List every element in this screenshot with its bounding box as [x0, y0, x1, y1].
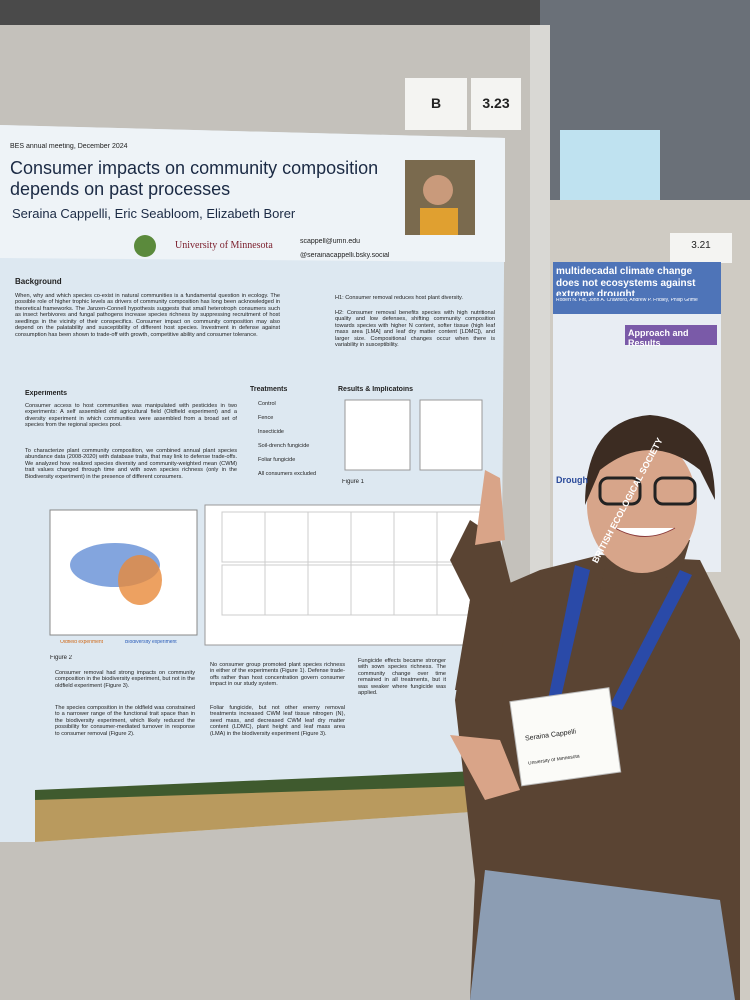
meeting: BES annual meeting, December 2024 [10, 143, 128, 150]
poster-title: Consumer impacts on community compositio… [10, 158, 379, 199]
finding: The species composition in the oldfield … [55, 705, 195, 737]
figure-label: Figure 1 [342, 479, 365, 485]
label-card [471, 78, 521, 130]
badge [509, 687, 622, 787]
neighbor-heading: Approach and Results [628, 328, 689, 349]
heading: Background [15, 277, 62, 286]
treatment-item: All consumers excluded [258, 471, 317, 477]
poster [0, 125, 505, 842]
treatment-item: Fence [258, 415, 274, 421]
paragraph: To characterize plant community composit… [25, 448, 237, 480]
treeline [35, 770, 500, 800]
finding: Consumer removal had strong impacts on c… [55, 670, 195, 689]
window [560, 130, 660, 210]
board-label: 3.23 [482, 95, 510, 111]
university: University of Minnesota [175, 240, 273, 251]
paragraph: Consumer access to host communities was … [25, 403, 237, 429]
poster-header [0, 125, 505, 262]
treatment-item: Foliar fungicide [258, 457, 296, 463]
arm [450, 520, 515, 690]
label-card [670, 233, 732, 263]
heading: Experiments [25, 390, 68, 397]
neighbor-heading-bar [625, 325, 717, 345]
glasses [598, 476, 642, 506]
lanyard [548, 565, 692, 710]
jeans [470, 870, 735, 1000]
neighbor-title: multidecadal climate change does not eco… [556, 266, 696, 296]
figure-label: Figure 2 [50, 655, 73, 661]
paragraph: When, why and which species co-exist in … [15, 293, 280, 338]
hypothesis: H1: Consumer removal reduces host plant … [335, 295, 463, 301]
contact: @serainacappelli.bsky.social [300, 252, 390, 259]
board-label: 3.21 [691, 240, 711, 251]
authors: Seraina Cappelli, Eric Seabloom, Elizabe… [12, 207, 296, 221]
photo-face [423, 175, 453, 205]
heading: Treatments [250, 386, 288, 393]
finding: Fungicide effects became stronger with s… [358, 658, 446, 697]
board-label: B [430, 95, 442, 111]
hair [585, 415, 715, 505]
hand [450, 735, 520, 800]
glasses [653, 476, 697, 506]
hypothesis: H2: Consumer removal benefits species wi… [335, 310, 495, 349]
neighbor-heading: Drough [556, 475, 588, 485]
figure-panel [419, 399, 483, 471]
neighbor-title-bar [553, 262, 721, 314]
finding: No consumer group promoted plant species… [210, 662, 345, 688]
pca-cloud [118, 555, 162, 605]
neighbor-authors: Robert N. Fitt, John A. Crawford, Andrew… [556, 298, 698, 303]
photo-scarf [420, 208, 458, 235]
figure-panel [344, 399, 411, 471]
treatment-list: Control Fence Insecticide Soil-drench fungi… [258, 401, 328, 485]
badge-group [509, 687, 622, 787]
treatment-item: Soil-drench fungicide [258, 443, 310, 449]
contact: scappell@umn.edu [300, 238, 361, 245]
legend: Biodiversity experiment [125, 640, 177, 645]
heading: Results & Implicatoins [338, 386, 414, 393]
hand [475, 470, 505, 545]
label-card [405, 78, 467, 130]
treatment-item: Control [258, 401, 276, 407]
logo [134, 235, 156, 257]
treatment-item: Insecticide [258, 429, 284, 435]
face [587, 437, 697, 573]
smile [614, 527, 676, 537]
legend: Oldfield experiment [60, 640, 104, 645]
finding: Foliar fungicide, but not other enemy re… [210, 705, 345, 737]
